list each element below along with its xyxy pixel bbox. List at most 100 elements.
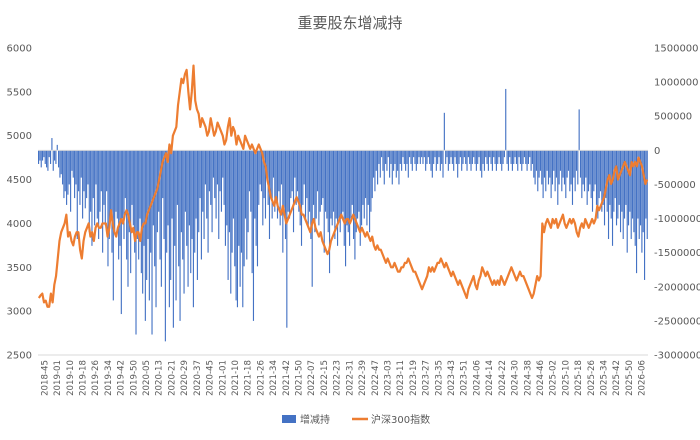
bar [67, 150, 69, 195]
right-tick-label: -2000000 [654, 282, 700, 293]
bar [575, 150, 578, 171]
bar [454, 150, 456, 158]
bar [519, 150, 521, 164]
bar [99, 150, 101, 212]
bar [308, 150, 311, 212]
bar [531, 150, 533, 164]
bar [419, 150, 421, 164]
bar [598, 150, 600, 199]
bar [587, 150, 590, 192]
bar [251, 150, 253, 274]
bar [284, 150, 287, 240]
bar [551, 150, 554, 185]
bar [111, 150, 113, 253]
right-tick-label: -500000 [654, 180, 696, 191]
chart-title: 重要股东增减持 [297, 14, 402, 32]
bar [118, 150, 120, 260]
right-tick-label: 1000000 [654, 78, 699, 89]
bar [595, 150, 598, 205]
x-tick-label: 2024-46 [536, 360, 546, 396]
x-tick-label: 2024-14 [485, 360, 495, 396]
bar [501, 150, 503, 171]
bar [128, 150, 130, 233]
bar [515, 150, 517, 164]
x-tick-label: 2022-47 [371, 360, 381, 396]
x-tick-label: 2025-02 [549, 360, 559, 396]
x-tick-label: 2023-11 [396, 360, 406, 396]
bar [445, 150, 447, 164]
bar [390, 150, 392, 164]
bar [393, 150, 395, 171]
bar [239, 150, 241, 287]
bar [70, 150, 72, 212]
bar [51, 138, 53, 151]
bar [555, 150, 558, 178]
bar [246, 150, 248, 260]
bar [304, 150, 307, 219]
bar [547, 150, 550, 185]
bar [563, 150, 566, 185]
bar [42, 150, 44, 161]
bar [224, 150, 226, 246]
bar [200, 150, 202, 260]
bar [202, 150, 204, 212]
bar [605, 150, 607, 199]
bar [370, 150, 372, 212]
bar [164, 150, 166, 342]
bar [170, 150, 172, 280]
bar [120, 150, 122, 315]
bar [138, 150, 140, 260]
bar [498, 150, 500, 158]
bar [553, 150, 555, 171]
x-tick-label: 2025-34 [600, 360, 610, 396]
bar [44, 150, 46, 164]
bar [451, 150, 453, 164]
bar [264, 150, 267, 219]
bar [171, 150, 173, 219]
bar [346, 150, 348, 226]
bar [319, 150, 321, 212]
x-tick-label: 2019-34 [104, 360, 114, 396]
bar [494, 150, 496, 164]
bar [283, 150, 285, 212]
bar [398, 150, 400, 185]
bar [434, 150, 436, 158]
bar [635, 150, 638, 274]
bar [155, 150, 157, 308]
bar [366, 150, 368, 226]
bar [302, 150, 304, 205]
bar [168, 150, 170, 308]
bar [481, 150, 483, 178]
bar [48, 150, 50, 158]
bar [90, 150, 92, 212]
bar [332, 150, 335, 212]
bar [601, 150, 603, 212]
bar [236, 150, 239, 308]
bar [235, 150, 237, 301]
bar [176, 150, 178, 205]
bar [126, 150, 128, 260]
bar [619, 150, 622, 233]
bar [505, 88, 507, 151]
bar [573, 150, 575, 178]
bar [322, 150, 324, 199]
bar [582, 150, 584, 185]
bar [311, 150, 313, 287]
bar [621, 150, 623, 212]
bar [330, 150, 332, 219]
bar [614, 150, 616, 199]
bar [391, 150, 393, 185]
x-tick-label: 2022-31 [345, 360, 355, 396]
bar [522, 150, 524, 164]
bar [511, 150, 513, 171]
bar [541, 150, 543, 185]
bar [84, 150, 86, 209]
bar [570, 150, 572, 185]
x-tick-label: 2023-43 [447, 360, 457, 396]
bar [214, 150, 216, 199]
bar [474, 150, 476, 164]
bar [399, 150, 401, 164]
bar [427, 150, 429, 158]
bar [578, 109, 580, 151]
bar [478, 150, 480, 158]
